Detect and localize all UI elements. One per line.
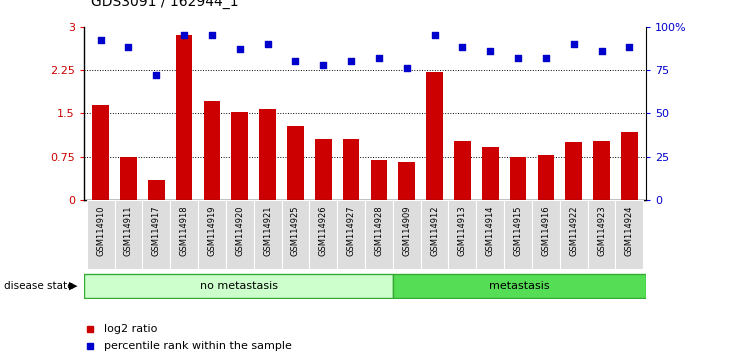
Text: ▶: ▶	[69, 281, 77, 291]
FancyBboxPatch shape	[476, 200, 504, 269]
Text: no metastasis: no metastasis	[199, 281, 277, 291]
Point	[512, 55, 524, 61]
Text: GSM114927: GSM114927	[347, 206, 356, 256]
FancyBboxPatch shape	[420, 200, 448, 269]
Text: GSM114909: GSM114909	[402, 206, 411, 256]
Point	[95, 38, 107, 43]
Bar	[565, 142, 582, 200]
FancyBboxPatch shape	[365, 200, 393, 269]
Text: GSM114919: GSM114919	[207, 206, 217, 256]
Text: GSM114914: GSM114914	[485, 206, 495, 256]
Point	[262, 41, 274, 47]
Bar	[176, 35, 193, 200]
Bar	[315, 139, 331, 200]
FancyBboxPatch shape	[532, 200, 560, 269]
Bar	[287, 126, 304, 200]
Bar	[231, 112, 248, 200]
Bar	[120, 156, 137, 200]
Text: GSM114924: GSM114924	[625, 206, 634, 256]
Text: GSM114916: GSM114916	[542, 206, 550, 256]
Bar	[148, 180, 165, 200]
Text: GSM114915: GSM114915	[513, 206, 523, 256]
FancyBboxPatch shape	[170, 200, 198, 269]
Bar	[343, 139, 359, 200]
Text: percentile rank within the sample: percentile rank within the sample	[104, 341, 291, 350]
Text: GSM114911: GSM114911	[124, 206, 133, 256]
FancyBboxPatch shape	[504, 200, 532, 269]
FancyBboxPatch shape	[310, 200, 337, 269]
Point	[178, 33, 190, 38]
Bar	[204, 101, 220, 200]
Point	[485, 48, 496, 54]
FancyBboxPatch shape	[115, 200, 142, 269]
Point	[623, 45, 635, 50]
Text: GSM114925: GSM114925	[291, 206, 300, 256]
Point	[150, 72, 162, 78]
Text: metastasis: metastasis	[489, 281, 550, 291]
FancyBboxPatch shape	[198, 200, 226, 269]
Text: GSM114917: GSM114917	[152, 206, 161, 256]
Bar	[426, 72, 443, 200]
FancyBboxPatch shape	[142, 200, 170, 269]
Point	[373, 55, 385, 61]
Bar	[537, 155, 554, 200]
Point	[318, 62, 329, 68]
Bar	[593, 141, 610, 200]
Text: GSM114922: GSM114922	[569, 206, 578, 256]
Text: GSM114926: GSM114926	[319, 206, 328, 256]
Point	[596, 48, 607, 54]
FancyBboxPatch shape	[84, 274, 393, 298]
FancyBboxPatch shape	[337, 200, 365, 269]
FancyBboxPatch shape	[615, 200, 643, 269]
Text: GSM114923: GSM114923	[597, 206, 606, 256]
Text: GSM114910: GSM114910	[96, 206, 105, 256]
Text: GSM114920: GSM114920	[235, 206, 245, 256]
Bar	[621, 132, 638, 200]
Point	[429, 33, 440, 38]
Point	[568, 41, 580, 47]
Bar	[454, 141, 471, 200]
Text: GDS3091 / 162944_1: GDS3091 / 162944_1	[91, 0, 239, 9]
FancyBboxPatch shape	[448, 200, 476, 269]
FancyBboxPatch shape	[282, 200, 310, 269]
Text: disease state: disease state	[4, 281, 73, 291]
Point	[206, 33, 218, 38]
FancyBboxPatch shape	[393, 274, 646, 298]
Point	[123, 45, 134, 50]
Bar	[371, 160, 387, 200]
FancyBboxPatch shape	[226, 200, 254, 269]
Point	[456, 45, 468, 50]
Text: GSM114913: GSM114913	[458, 206, 467, 256]
Bar	[510, 156, 526, 200]
Bar	[92, 105, 109, 200]
Bar	[482, 147, 499, 200]
Point	[401, 65, 412, 71]
FancyBboxPatch shape	[87, 200, 115, 269]
Point	[234, 46, 245, 52]
Text: GSM114912: GSM114912	[430, 206, 439, 256]
FancyBboxPatch shape	[560, 200, 588, 269]
Bar	[399, 162, 415, 200]
FancyBboxPatch shape	[588, 200, 615, 269]
Text: log2 ratio: log2 ratio	[104, 324, 157, 333]
Text: GSM114918: GSM114918	[180, 206, 188, 256]
Text: GSM114928: GSM114928	[374, 206, 383, 256]
Bar	[259, 109, 276, 200]
FancyBboxPatch shape	[393, 200, 420, 269]
Point	[290, 58, 301, 64]
Point	[345, 58, 357, 64]
FancyBboxPatch shape	[254, 200, 282, 269]
Point	[540, 55, 552, 61]
Text: GSM114921: GSM114921	[263, 206, 272, 256]
